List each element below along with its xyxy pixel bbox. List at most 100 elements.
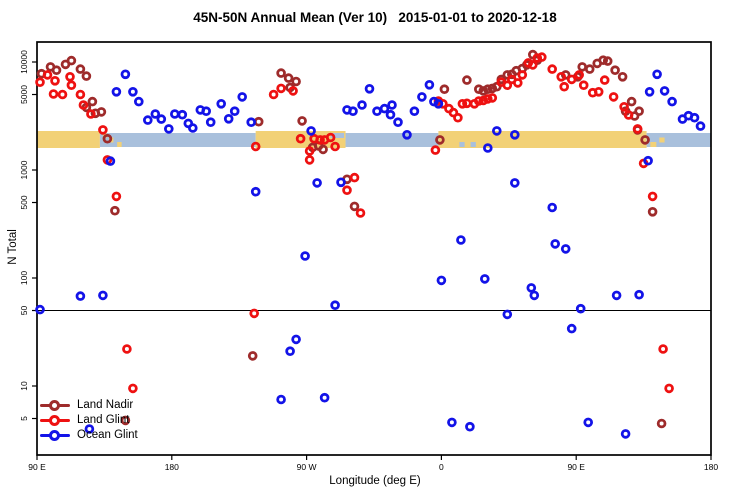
data-point [66,80,77,90]
plot-border [36,41,712,456]
data-point [462,75,472,85]
data-point [448,107,459,118]
data-point [98,290,108,301]
data-point [35,77,45,87]
data-point [268,89,279,100]
data-point [640,135,650,145]
data-point [647,207,658,217]
data-point [482,94,493,104]
data-point [417,92,427,102]
data-point [120,415,131,426]
band-island-patch [659,137,665,143]
band-ocean-segment [345,133,439,147]
y-tick-label: 10000 [19,50,29,74]
legend-label: Land Nadir [77,399,134,411]
data-point [577,62,587,72]
data-point [156,114,167,124]
data-point [188,123,198,133]
data-point [502,80,513,90]
data-point [150,109,161,119]
data-point [689,112,700,123]
data-point [223,114,234,124]
data-point [457,99,468,109]
data-point [111,191,122,202]
data-point [315,135,325,145]
data-point [487,93,498,103]
data-point [659,86,670,96]
data-point [276,68,286,78]
data-point [249,308,260,319]
data-point [593,87,604,97]
data-point [447,417,457,428]
data-point [647,191,658,202]
data-point [473,96,484,106]
data-point [667,96,677,107]
data-point [348,106,358,116]
data-point [143,115,153,125]
data-point [78,100,89,110]
data-point [536,52,547,62]
data-point [634,106,644,116]
band-land-segment [438,131,647,148]
data-point [566,74,577,85]
data-point [291,334,301,345]
data-point [201,106,212,116]
y-tick-label: 100 [19,271,29,285]
data-point [473,84,484,94]
data-point [297,116,307,126]
band-ocean-segment [99,133,256,147]
data-point [306,126,316,136]
data-point [566,323,577,334]
data-point [438,99,448,109]
data-point [656,418,667,429]
data-point [325,132,336,143]
data-point [385,109,396,120]
data-point [610,65,620,75]
data-point [644,87,655,97]
data-point [330,300,340,311]
band-ocean-segment [646,133,711,147]
band-island-patch [650,142,657,147]
data-point [87,96,98,107]
data-point [84,424,95,434]
data-point [664,383,674,394]
data-point [626,96,637,107]
series-ocean-glint [35,69,706,439]
data-point [509,130,520,140]
data-point [170,109,180,119]
data-point [465,421,475,432]
data-point [57,89,68,100]
data-point [66,55,77,66]
data-point [393,117,403,127]
data-point [424,80,435,90]
data-point [300,251,310,261]
data-point [75,64,86,74]
data-point [559,81,569,92]
y-tick-label: 5 [19,416,29,421]
data-point [42,70,53,80]
data-point [122,344,132,354]
data-point [652,69,662,80]
data-point [330,141,340,152]
data-point [482,143,493,153]
data-point [611,290,622,301]
data-point [436,275,447,286]
data-point [304,155,315,165]
y-tick-label: 5000 [19,85,29,104]
data-point [532,53,543,63]
data-point [86,109,96,119]
data-point [96,107,107,117]
data-point [574,70,584,80]
data-point [336,177,346,188]
data-point [435,135,445,145]
data-point [598,55,608,65]
data-point [619,102,629,112]
y-tick-label: 1000 [19,160,29,179]
data-point [372,106,382,116]
data-point [276,394,286,405]
data-point [105,156,116,166]
data-point [364,84,375,94]
data-point [177,109,188,120]
data-point [456,235,466,245]
